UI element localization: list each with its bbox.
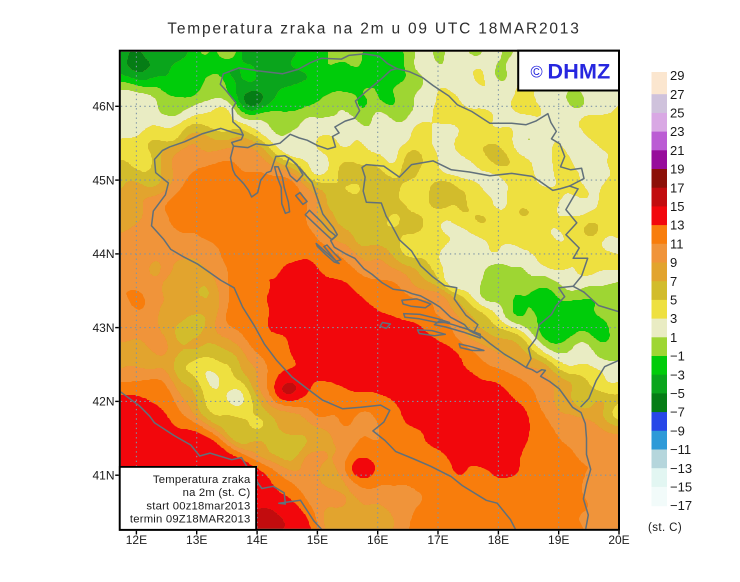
svg-text:19E: 19E	[548, 533, 569, 547]
svg-text:−17: −17	[670, 498, 692, 513]
svg-text:(st. C): (st. C)	[648, 522, 682, 534]
svg-text:13: 13	[670, 218, 684, 233]
svg-text:5: 5	[670, 293, 677, 308]
svg-text:1: 1	[670, 330, 677, 345]
svg-text:41N: 41N	[92, 469, 114, 483]
svg-text:44N: 44N	[92, 247, 114, 261]
svg-text:25: 25	[670, 106, 684, 121]
svg-text:42N: 42N	[92, 395, 114, 409]
svg-text:7: 7	[670, 274, 677, 289]
svg-text:start 00z18mar2013: start 00z18mar2013	[146, 500, 250, 512]
svg-text:19: 19	[670, 162, 684, 177]
svg-text:11: 11	[670, 236, 684, 251]
svg-text:Temperatura zraka na 2m u 09 U: Temperatura zraka na 2m u 09 UTC 18MAR20…	[167, 21, 580, 38]
svg-text:DHMZ: DHMZ	[548, 60, 611, 84]
svg-text:21: 21	[670, 143, 684, 158]
svg-text:−9: −9	[670, 423, 685, 438]
svg-text:18E: 18E	[488, 533, 509, 547]
svg-text:12E: 12E	[126, 533, 147, 547]
svg-text:−3: −3	[670, 367, 685, 382]
svg-text:−11: −11	[670, 442, 691, 457]
svg-text:15: 15	[670, 199, 684, 214]
svg-text:13E: 13E	[186, 533, 207, 547]
svg-text:termin 09Z18MAR2013: termin 09Z18MAR2013	[130, 514, 251, 526]
svg-text:Temperatura zraka: Temperatura zraka	[153, 474, 251, 486]
svg-text:45N: 45N	[92, 173, 114, 187]
svg-text:16E: 16E	[367, 533, 388, 547]
svg-text:17: 17	[670, 180, 684, 195]
svg-text:46N: 46N	[92, 100, 114, 114]
svg-text:−7: −7	[670, 405, 685, 420]
svg-text:−15: −15	[670, 480, 692, 495]
svg-text:−13: −13	[670, 461, 692, 476]
svg-text:23: 23	[670, 124, 684, 139]
svg-text:3: 3	[670, 311, 677, 326]
svg-text:−1: −1	[670, 349, 685, 364]
svg-text:29: 29	[670, 68, 684, 83]
svg-text:na 2m (st. C): na 2m (st. C)	[183, 487, 251, 499]
svg-text:43N: 43N	[92, 321, 114, 335]
svg-text:17E: 17E	[427, 533, 448, 547]
svg-text:©: ©	[531, 64, 543, 82]
svg-text:27: 27	[670, 87, 684, 102]
svg-text:15E: 15E	[307, 533, 328, 547]
svg-text:20E: 20E	[608, 533, 629, 547]
svg-text:9: 9	[670, 255, 677, 270]
svg-text:−5: −5	[670, 386, 685, 401]
svg-text:14E: 14E	[246, 533, 267, 547]
